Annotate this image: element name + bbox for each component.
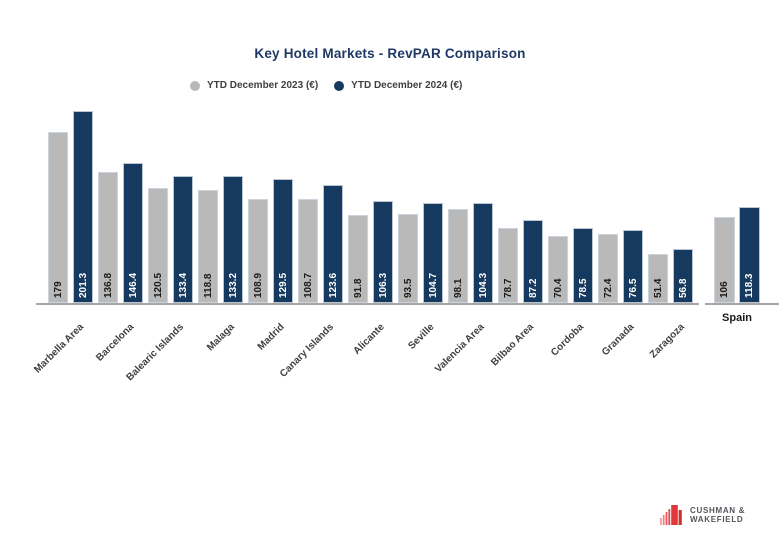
legend-marker-2023-icon (190, 80, 200, 91)
category-label: Valencia Area (432, 321, 487, 376)
cushman-wakefield-logo: CUSHMAN & WAKEFIELD (660, 505, 745, 525)
category-label: Canary Islands (278, 321, 337, 380)
bar-value-label: 78.7 (502, 278, 514, 298)
bar-2024 (423, 203, 443, 303)
x-axis-line-spain (705, 303, 779, 305)
bar-value-label: 72.4 (602, 278, 614, 298)
bar-2024 (523, 220, 543, 303)
bar-value-label: 78.5 (577, 278, 589, 298)
bar-2023 (648, 254, 668, 303)
category-label: Alicante (351, 321, 387, 357)
category-label: Madrid (255, 321, 287, 353)
bar-2024 (123, 163, 143, 303)
bar-value-label: 76.5 (627, 278, 639, 298)
bar-2023 (548, 236, 568, 303)
bar-2023 (398, 214, 418, 303)
bar-2023 (248, 199, 268, 303)
bar-value-label: 98.1 (452, 278, 464, 298)
bar-value-label: 56.8 (677, 278, 689, 298)
bar-value-label: 104.3 (477, 272, 489, 298)
category-label: Cordoba (549, 321, 587, 359)
legend-label-2024: YTD December 2024 (€) (351, 80, 463, 91)
legend-item-2023: YTD December 2023 (€) (190, 80, 318, 91)
bar-value-label: 129.5 (277, 272, 289, 298)
legend-label-2023: YTD December 2023 (€) (207, 80, 319, 91)
bar-value-label: 146.4 (127, 272, 139, 298)
category-label: Barcelona (94, 321, 137, 364)
category-label: Malaga (204, 321, 237, 354)
category-label: Bilbao Area (489, 321, 537, 369)
bar-2023 (498, 228, 518, 303)
bar-value-label: 120.5 (152, 272, 164, 298)
bar-2024 (273, 179, 293, 303)
bar-value-label: 70.4 (552, 278, 564, 298)
bar-2024 (173, 176, 193, 303)
bar-2023 (148, 188, 168, 303)
x-axis-line (36, 303, 699, 305)
cushman-wakefield-logo-text: CUSHMAN & WAKEFIELD (690, 506, 746, 525)
category-label: Marbella Area (32, 321, 87, 376)
bar-2023 (448, 209, 468, 303)
bar-2023 (714, 217, 735, 303)
bar-value-label: 179 (52, 281, 64, 298)
bar-value-label: 118.8 (202, 273, 214, 298)
bar-2024 (673, 249, 693, 303)
bar-value-label: 201.3 (77, 272, 89, 298)
bar-2024 (739, 207, 760, 303)
bar-value-label: 108.9 (252, 272, 264, 298)
bar-2024 (623, 230, 643, 303)
legend-item-2024: YTD December 2024 (€) (334, 80, 462, 91)
bar-value-label: 87.2 (527, 278, 539, 298)
bar-value-label: 133.4 (177, 272, 189, 298)
category-label-spain: Spain (722, 312, 752, 324)
cushman-wakefield-logo-icon (660, 505, 682, 525)
bar-2024 (373, 201, 393, 303)
bar-2023 (48, 132, 68, 303)
chart-title: Key Hotel Markets - RevPAR Comparison (254, 46, 526, 61)
bar-2023 (198, 190, 218, 303)
bar-value-label: 93.5 (402, 278, 414, 298)
bar-value-label: 118.3 (744, 273, 755, 298)
bar-2024 (473, 203, 493, 303)
bar-2023 (298, 199, 318, 303)
bar-2023 (348, 215, 368, 303)
bar-value-label: 108.7 (302, 272, 314, 298)
category-label: Zaragoza (647, 321, 687, 361)
bar-value-label: 104.7 (427, 272, 439, 298)
bar-2023 (598, 234, 618, 303)
bar-value-label: 136.8 (102, 272, 114, 298)
category-label: Granada (599, 321, 637, 359)
legend-marker-2024-icon (334, 80, 345, 91)
bar-2024 (73, 111, 93, 303)
bar-2024 (223, 176, 243, 303)
bar-2023 (98, 172, 118, 303)
logo-line1: CUSHMAN & (690, 506, 746, 515)
bar-value-label: 51.4 (652, 278, 664, 298)
bar-value-label: 133.2 (227, 272, 239, 298)
bar-2024 (323, 185, 343, 303)
logo-line2: WAKEFIELD (690, 514, 744, 524)
bar-value-label: 106.3 (377, 272, 389, 298)
bar-value-label: 91.8 (352, 278, 364, 298)
chart-legend: YTD December 2023 (€) YTD December 2024 … (190, 80, 462, 91)
category-label: Seville (406, 321, 437, 352)
bar-2024 (573, 228, 593, 303)
bar-value-label: 123.6 (327, 272, 339, 298)
bar-value-label: 106 (719, 281, 730, 298)
